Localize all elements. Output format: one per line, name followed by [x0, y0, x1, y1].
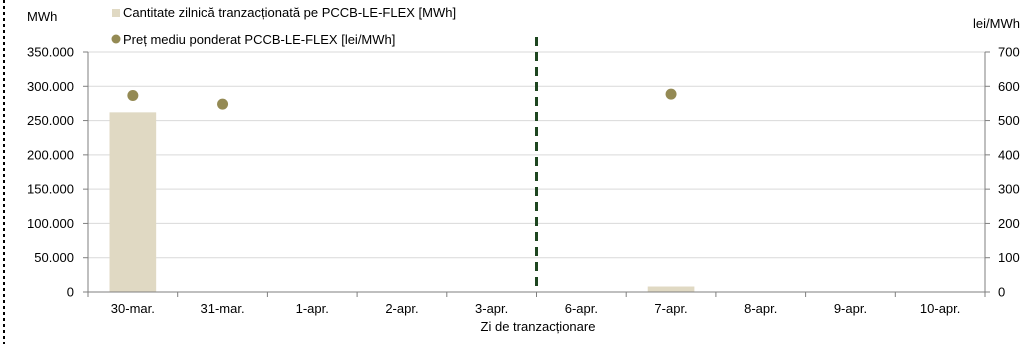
y-right-tick-label: 0 [998, 285, 1005, 300]
y-right-tick-label: 600 [998, 79, 1020, 94]
x-tick-label: 9-apr. [834, 301, 867, 316]
y-right-tick-label: 500 [998, 113, 1020, 128]
y-left-tick-labels: 0 50.000 100.000 150.000 200.000 250.000 300.0… [27, 45, 74, 300]
y-right-tick-label: 300 [998, 182, 1020, 197]
legend-swatch-bar [112, 9, 120, 17]
y-right-tick-labels: 0 100 200 300 400 500 600 700 [998, 45, 1020, 300]
legend-label-bar: Cantitate zilnică tranzacționată pe PCCB… [123, 5, 456, 20]
bar-0 [109, 112, 157, 292]
price-point-0 [127, 90, 139, 102]
y-left-tick-label: 0 [67, 285, 74, 300]
x-axis-title: Zi de tranzacționare [481, 319, 596, 334]
y-left-tick-label: 250.000 [27, 113, 74, 128]
bars-layer [109, 112, 695, 292]
x-tick-label: 10-apr. [920, 301, 960, 316]
x-tick-label: 8-apr. [744, 301, 777, 316]
legend-swatch-point [111, 34, 121, 44]
x-tick-label: 3-apr. [475, 301, 508, 316]
y-left-tick-label: 50.000 [34, 250, 74, 265]
y-left-tick-label: 350.000 [27, 45, 74, 60]
price-point-1 [217, 98, 229, 110]
legend: Cantitate zilnică tranzacționată pe PCCB… [111, 5, 456, 47]
y-right-tick-label: 700 [998, 45, 1020, 60]
x-tick-label: 6-apr. [565, 301, 598, 316]
y-left-tick-label: 150.000 [27, 182, 74, 197]
x-tick-labels: 30-mar. 31-mar. 1-apr. 2-apr. 3-apr. 6-apr. 7-… [111, 301, 961, 316]
y-left-unit-label: MWh [27, 9, 57, 24]
y-right-tick-label: 100 [998, 250, 1020, 265]
x-tick-label: 7-apr. [654, 301, 687, 316]
x-tick-label: 1-apr. [296, 301, 329, 316]
x-tick-label: 2-apr. [385, 301, 418, 316]
y-left-tick-label: 300.000 [27, 79, 74, 94]
legend-label-point: Preț mediu ponderat PCCB-LE-FLEX [lei/MW… [123, 32, 395, 47]
bar-6 [647, 286, 695, 292]
points-layer [127, 88, 677, 110]
y-right-tick-label: 400 [998, 147, 1020, 162]
axes [83, 51, 990, 297]
price-point-6 [665, 88, 677, 100]
y-right-unit-label: lei/MWh [973, 16, 1020, 31]
y-left-tick-label: 100.000 [27, 216, 74, 231]
x-tick-label: 31-mar. [201, 301, 245, 316]
y-left-tick-label: 200.000 [27, 147, 74, 162]
y-right-tick-label: 200 [998, 216, 1020, 231]
x-tick-label: 30-mar. [111, 301, 155, 316]
